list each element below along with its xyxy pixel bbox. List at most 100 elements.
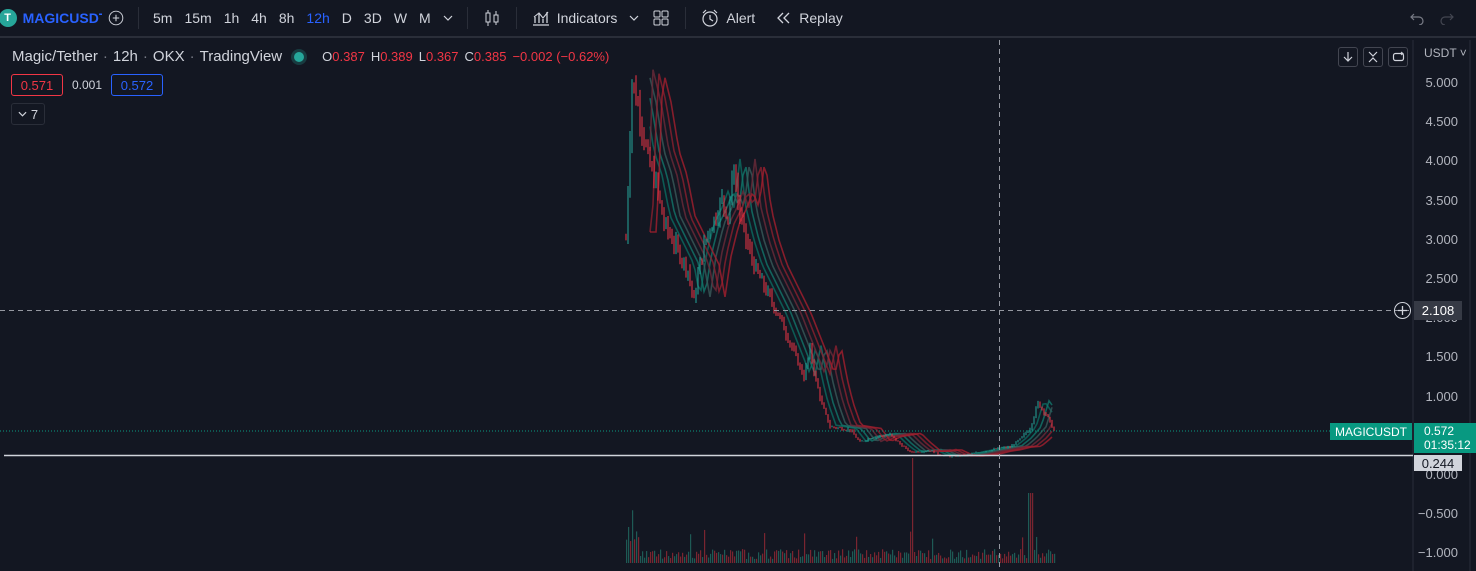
symbol-logo-icon: T [0,9,17,27]
volume-bar [808,554,810,563]
alert-button[interactable]: Alert [694,4,761,32]
crosshair-price-label: 2.108 [1414,301,1462,320]
buy-price-button[interactable]: 0.572 [111,74,163,96]
compare-symbol-button[interactable] [102,4,130,32]
volume-bar [992,550,994,563]
volume-bar [632,510,634,563]
last-price-label: 0.572 01:35:12 [1414,423,1476,453]
price-change: −0.002 (−0.62%) [512,49,610,64]
volume-bar [758,552,760,563]
layout-button[interactable] [645,4,677,32]
volume-bar [1044,556,1046,563]
indicators-toggle-button[interactable]: 7 [11,103,45,125]
volume-bar [690,534,692,563]
redo-icon [1440,13,1454,25]
volume-bar [888,553,890,563]
volume-bar [1034,549,1036,563]
volume-bar [748,552,750,563]
interval-15m-button[interactable]: 15m [184,10,212,26]
legend-interval: 12h [112,48,138,65]
volume-bar [884,551,886,563]
volume-bar [924,553,926,563]
volume-bar [916,555,918,563]
interval-d-button[interactable]: D [341,10,352,26]
volume-bar [796,558,798,563]
interval-1h-button[interactable]: 1h [223,10,240,26]
replay-rewind-icon [777,12,790,24]
volume-bar [1028,493,1030,563]
volume-bar [646,551,648,563]
chart-style-button[interactable] [476,4,508,32]
currency-selector[interactable]: USDT ˅ [1424,46,1467,60]
volume-bar [1018,554,1020,563]
volume-bar [950,549,952,563]
redo-button[interactable] [1432,4,1462,32]
volume-bar [736,550,738,563]
interval-5m-button[interactable]: 5m [153,10,173,26]
volume-bar [692,557,694,563]
volume-bar [818,551,820,563]
volume-bar [930,558,932,563]
volume-bar [936,554,938,563]
volume-bar [982,552,984,563]
volume-bar [812,556,814,563]
volume-bar [762,553,764,563]
add-alert-plus-button[interactable] [1394,302,1411,319]
volume-bar [806,554,808,563]
volume-bar [786,550,788,563]
chevron-down-icon [18,111,27,117]
chart-background [0,40,1476,571]
interval-8h-button[interactable]: 8h [278,10,295,26]
volume-bar [876,555,878,563]
sell-price-button[interactable]: 0.571 [11,74,63,96]
interval-dropdown-button[interactable] [437,4,459,32]
scroll-to-latest-button[interactable] [1338,47,1358,67]
indicators-button[interactable]: Indicators [525,4,624,32]
volume-bar [994,549,996,563]
interval-12h-button[interactable]: 12h [306,10,330,26]
volume-bar [704,529,706,563]
replay-button[interactable]: Replay [769,4,849,32]
toolbar-divider [466,7,468,29]
volume-bar [718,552,720,563]
volume-bar [668,556,670,563]
volume-bar [856,536,858,563]
price-tick-label: 4.000 [1425,153,1458,169]
legend-title[interactable]: Magic/Tether [12,48,98,65]
volume-bar [712,549,714,563]
symbol-search-button[interactable]: T MAGICUSDT [0,4,102,32]
volume-bar [822,551,824,563]
volume-bar [928,550,930,563]
indicators-dropdown-button[interactable] [623,4,645,32]
volume-bar [636,531,638,563]
top-toolbar: T MAGICUSDT 5m 15m 1h 4h 8h 12h D 3D W M Indicato… [0,0,1476,38]
undo-button[interactable] [1402,4,1432,32]
price-chart-canvas[interactable] [0,40,1476,571]
volume-bar [910,531,912,563]
interval-4h-button[interactable]: 4h [251,10,267,26]
legend-separator: · [102,48,108,65]
volume-bar [826,554,828,563]
interval-3d-button[interactable]: 3D [363,10,382,26]
volume-bar [868,556,870,563]
volume-bar [792,550,794,563]
price-tick-label: −0.500 [1417,506,1458,522]
volume-bar [892,549,894,563]
reset-chart-button[interactable] [1388,47,1408,67]
volume-bar [1016,557,1018,563]
volume-bar [926,557,928,563]
volume-bar [942,558,944,563]
volume-bar [1002,558,1004,563]
interval-w-button[interactable]: W [393,10,408,26]
volume-bar [642,551,644,563]
price-tick-label: 3.500 [1425,192,1458,208]
volume-bar [628,526,630,563]
volume-bar [780,549,782,563]
ohlc-high: H0.389 [370,49,413,64]
bar-style-icon [485,10,499,26]
volume-bar [932,538,934,563]
interval-m-button[interactable]: M [419,10,431,26]
volume-bar [702,557,704,563]
collapse-pane-button[interactable] [1363,47,1383,67]
volume-bar [874,552,876,563]
